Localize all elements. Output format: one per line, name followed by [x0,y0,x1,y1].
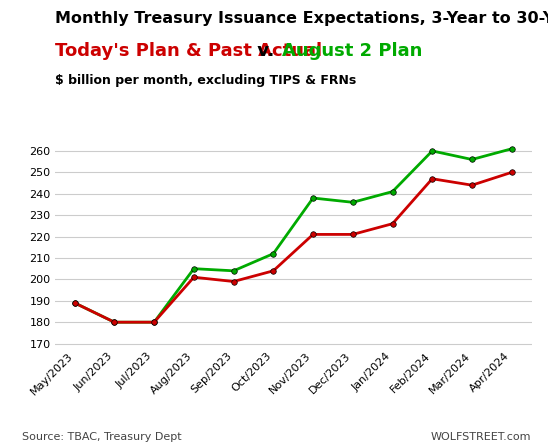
Text: $ billion per month, excluding TIPS & FRNs: $ billion per month, excluding TIPS & FR… [55,74,356,87]
Text: August 2 Plan: August 2 Plan [282,42,422,60]
Text: Today's Plan & Past Actual: Today's Plan & Past Actual [55,42,322,60]
Text: v.: v. [252,42,281,60]
Text: Monthly Treasury Issuance Expectations, 3-Year to 30-Year: Monthly Treasury Issuance Expectations, … [55,11,548,26]
Text: Source: TBAC, Treasury Dept: Source: TBAC, Treasury Dept [22,432,181,442]
Text: WOLFSTREET.com: WOLFSTREET.com [431,432,532,442]
